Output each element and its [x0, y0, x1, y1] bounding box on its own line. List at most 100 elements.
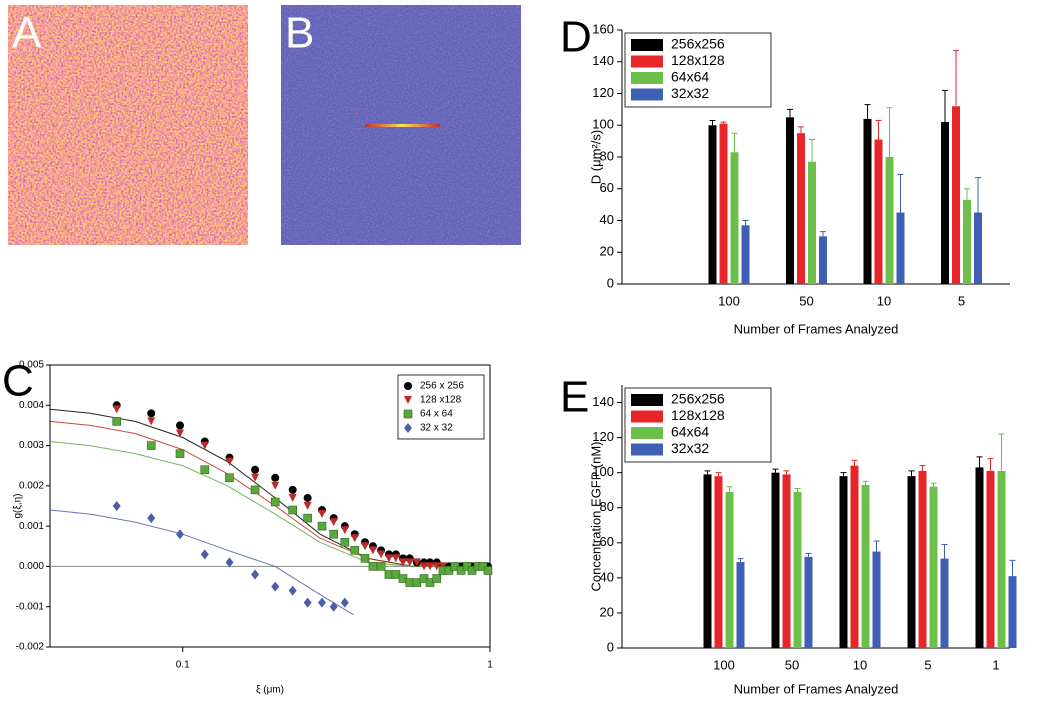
y-tick-label: 20 [600, 604, 614, 619]
x-axis-label: ξ (μm) [256, 685, 284, 696]
marker [377, 550, 386, 559]
panel-label: A [12, 9, 42, 58]
x-tick-label: 5 [958, 293, 965, 308]
legend-label: 64x64 [671, 69, 709, 85]
bar [941, 122, 949, 284]
y-tick-label: 0.003 [19, 440, 44, 451]
marker [398, 558, 407, 567]
bar [797, 133, 805, 284]
error-bar [941, 544, 948, 559]
marker [420, 562, 429, 571]
marker [317, 521, 327, 531]
marker [350, 546, 360, 555]
marker [361, 542, 370, 551]
marker [318, 510, 327, 519]
marker [368, 546, 377, 555]
fit-line [49, 509, 354, 616]
marker [303, 597, 312, 608]
x-axis-label: Number of Frames Analyzed [734, 321, 899, 336]
marker [391, 570, 401, 579]
bar [839, 476, 848, 648]
error-bar [930, 482, 937, 487]
error-bar [1009, 559, 1016, 577]
bar [918, 470, 927, 648]
bar [874, 139, 883, 284]
bar [963, 199, 971, 284]
marker [271, 581, 280, 592]
legend-swatch [631, 39, 663, 51]
bar [863, 118, 872, 285]
bar [872, 551, 881, 648]
bar [793, 491, 802, 648]
x-tick-label: 100 [713, 657, 735, 672]
error-bar [851, 459, 858, 466]
error-bar [987, 458, 994, 471]
y-axis-label: Concentration EGFP (nM) [588, 441, 603, 591]
legend-swatch [631, 427, 663, 439]
image-b-streak [365, 124, 440, 127]
marker [329, 601, 338, 612]
error-bar [873, 540, 880, 552]
x-tick-label: 100 [718, 293, 740, 308]
y-tick-label: 20 [600, 244, 614, 259]
bar [952, 106, 960, 284]
marker [340, 526, 349, 535]
y-tick-label: 80 [600, 499, 614, 514]
error-bar [798, 126, 804, 134]
marker [412, 558, 421, 567]
error-bar [998, 433, 1005, 471]
marker [175, 449, 185, 458]
bar [819, 236, 827, 284]
bar [997, 470, 1006, 648]
y-tick-label: 160 [592, 21, 614, 36]
legend-swatch [631, 410, 663, 423]
error-bar [715, 472, 722, 477]
bar [741, 225, 750, 284]
bar [1008, 576, 1017, 648]
marker [251, 473, 260, 482]
bar [708, 125, 717, 284]
y-tick-label: 140 [592, 53, 614, 68]
y-tick-label: 60 [600, 534, 614, 549]
bar [986, 470, 995, 648]
error-bar [742, 220, 749, 226]
y-tick-label: 120 [592, 429, 614, 444]
error-bar [787, 108, 793, 118]
bar [974, 212, 982, 284]
error-bar [897, 173, 904, 213]
y-tick-label: -0.002 [16, 642, 45, 653]
panel-label: D [560, 13, 592, 62]
x-tick-label: 10 [853, 657, 867, 672]
legend-marker [403, 409, 413, 419]
marker [200, 441, 209, 450]
panel-label: E [560, 373, 589, 422]
marker [200, 465, 210, 475]
marker [251, 569, 260, 580]
marker [368, 562, 378, 571]
error-bar [908, 470, 915, 477]
marker [432, 574, 442, 583]
y-tick-label: 60 [600, 180, 614, 195]
marker [340, 597, 349, 608]
x-tick-label: 50 [785, 657, 799, 672]
error-bar [840, 472, 847, 477]
marker [350, 534, 359, 543]
marker [225, 457, 234, 466]
marker [225, 473, 234, 483]
marker [200, 549, 209, 560]
marker [175, 421, 184, 430]
marker [175, 529, 184, 540]
marker [340, 537, 350, 547]
y-axis-label: g(ξ,η) [13, 493, 24, 518]
error-bar [864, 104, 871, 119]
error-bar [886, 107, 893, 157]
marker [225, 557, 234, 568]
legend-label: 256 x 256 [420, 381, 464, 392]
legend-label: 32 x 32 [420, 423, 453, 434]
marker [432, 562, 441, 571]
y-tick-label: 0 [607, 639, 614, 654]
marker [405, 558, 414, 567]
bar [907, 476, 916, 648]
y-tick-label: 120 [592, 85, 614, 100]
y-tick-label: 100 [592, 117, 614, 132]
